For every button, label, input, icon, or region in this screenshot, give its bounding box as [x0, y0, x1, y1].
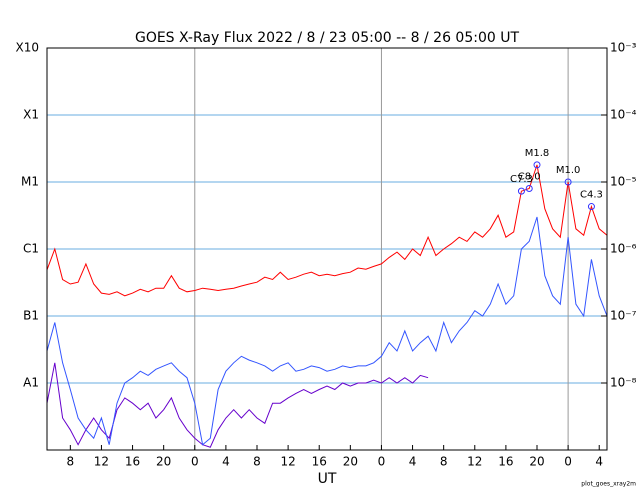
x-tick-label: 8 — [440, 455, 448, 469]
x-tick-label: 0 — [191, 455, 199, 469]
x-tick-label: 0 — [564, 455, 572, 469]
x-tick-label: 8 — [67, 455, 75, 469]
flux-line — [46, 362, 429, 448]
y2-tick-label: 10⁻³ — [610, 41, 637, 55]
flare-label: M1.0 — [556, 165, 581, 176]
x-tick-label: 4 — [595, 455, 603, 469]
x-axis-label: UT — [318, 471, 337, 487]
x-tick-label: 20 — [343, 455, 358, 469]
y-tick-label: X1 — [23, 108, 39, 122]
x-tick-label: 4 — [222, 455, 230, 469]
flare-label: C7.3 — [510, 174, 533, 185]
x-tick-label: 4 — [409, 455, 417, 469]
chart-title: GOES X-Ray Flux 2022 / 8 / 23 05:00 -- 8… — [135, 30, 519, 46]
flare-marker — [587, 203, 595, 211]
flux-line — [46, 216, 608, 446]
flare-marker — [525, 184, 533, 192]
y-tick-label: B1 — [23, 309, 39, 323]
flare-label: C4.3 — [580, 190, 603, 201]
flare-marker — [517, 187, 525, 195]
y-tick-label: C1 — [23, 242, 39, 256]
y2-tick-label: 10⁻⁵ — [610, 175, 637, 189]
y-tick-label: X10 — [16, 41, 40, 55]
y2-tick-label: 10⁻⁷ — [610, 309, 637, 323]
footer: plot_goes_xray2m — [581, 481, 636, 488]
y2-tick-label: 10⁻⁴ — [610, 108, 637, 122]
y2-tick-label: 10⁻⁸ — [610, 376, 637, 390]
x-tick-label: 12 — [467, 455, 482, 469]
flux-line — [46, 164, 608, 297]
x-tick-label: 12 — [280, 455, 295, 469]
x-tick-label: 0 — [378, 455, 386, 469]
x-tick-label: 8 — [253, 455, 261, 469]
y2-tick-label: 10⁻⁶ — [610, 242, 637, 256]
x-tick-label: 16 — [312, 455, 327, 469]
x-tick-label: 12 — [94, 455, 109, 469]
plot-frame — [46, 47, 608, 451]
flare-marker — [564, 178, 572, 186]
flare-marker — [533, 161, 541, 169]
x-tick-label: 20 — [156, 455, 171, 469]
x-tick-label: 16 — [125, 455, 140, 469]
flare-label: C8.0 — [518, 171, 541, 182]
x-tick-label: 20 — [529, 455, 544, 469]
flare-label: M1.8 — [525, 148, 550, 159]
x-tick-label: 16 — [498, 455, 513, 469]
y-tick-label: A1 — [23, 376, 39, 390]
y-tick-label: M1 — [21, 175, 39, 189]
